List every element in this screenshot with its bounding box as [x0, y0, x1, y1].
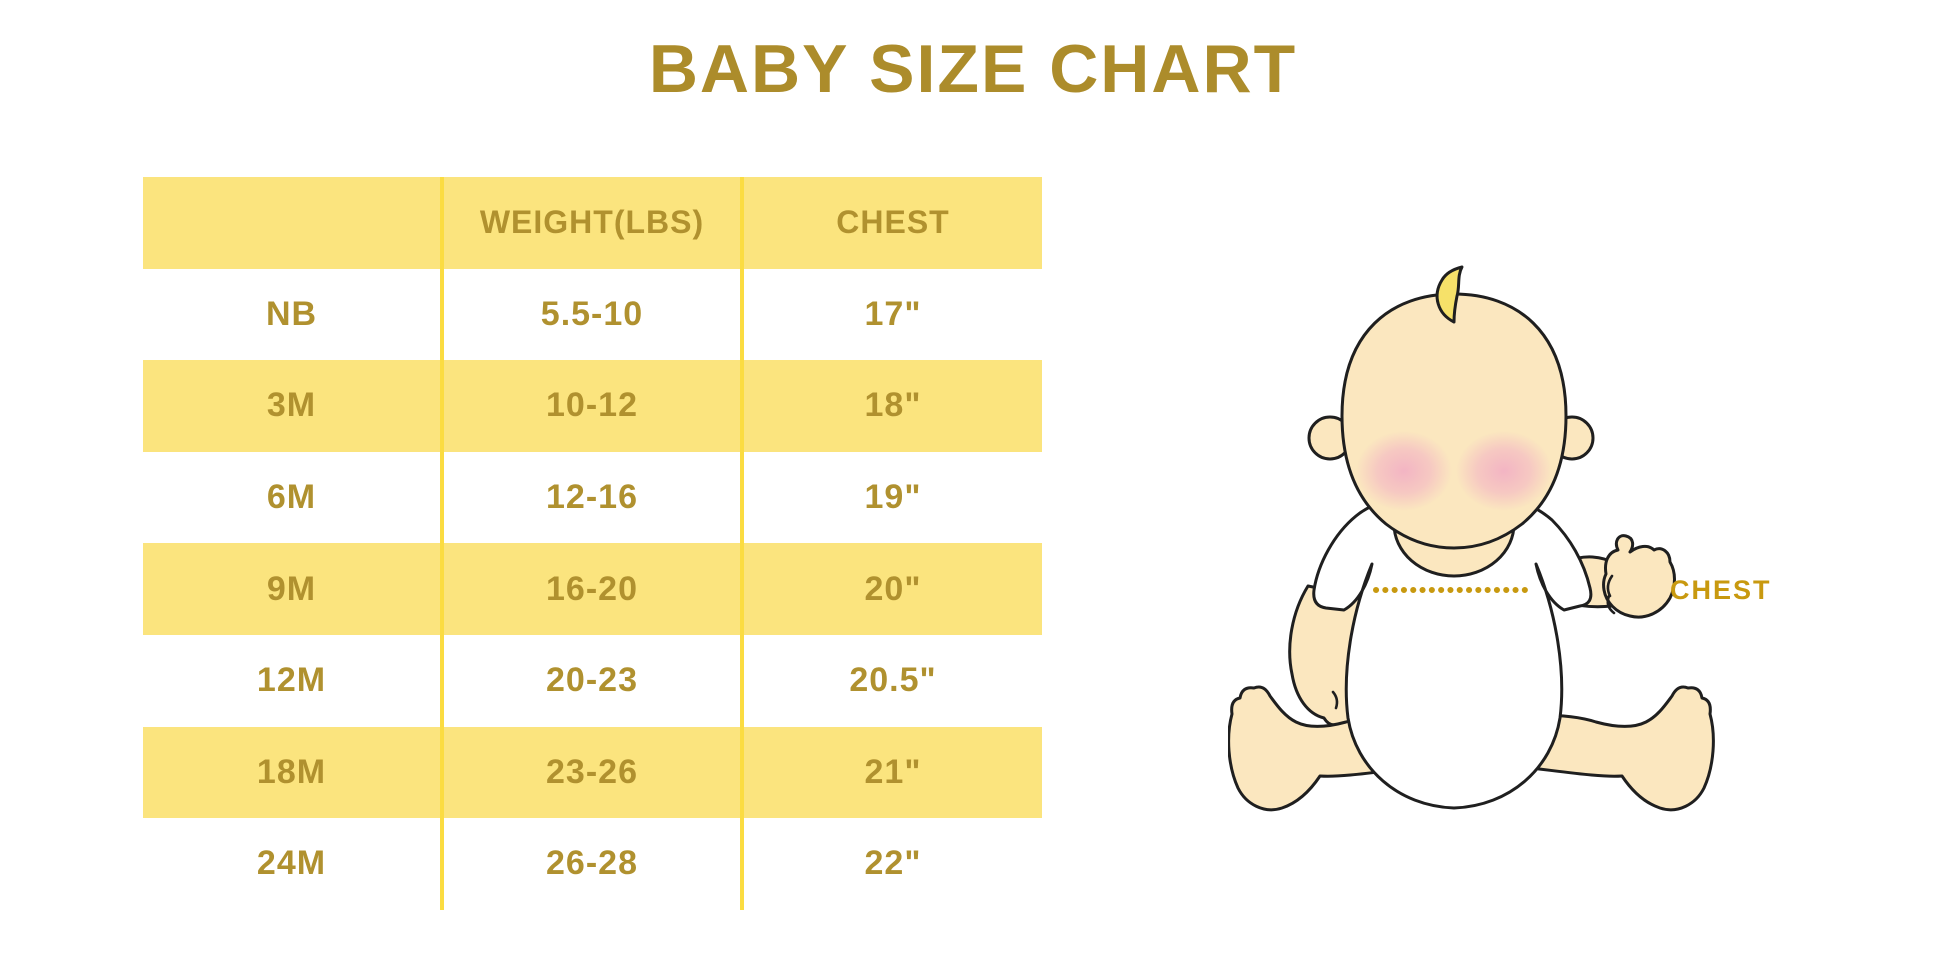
- chest-label: CHEST: [1670, 575, 1772, 605]
- baby-right-cheek: [1456, 431, 1552, 511]
- cell-chest: 22": [740, 818, 1042, 910]
- baby-left-cheek: [1356, 431, 1452, 511]
- cell-size: NB: [265, 294, 318, 333]
- cell-weight: 23-26: [440, 726, 742, 819]
- baby-head: [1340, 292, 1568, 550]
- header-chest: CHEST: [740, 177, 1042, 269]
- baby-hair-curl: [1435, 265, 1464, 324]
- cell-chest: 18": [740, 360, 1042, 452]
- cell-chest: 21": [740, 726, 1042, 819]
- baby-fist: [1602, 534, 1676, 619]
- cell-weight: 10-12: [440, 360, 742, 452]
- table-row: NB 5.5-10 17": [143, 268, 1042, 361]
- cell-size: 3M: [266, 386, 317, 425]
- cell-weight: 26-28: [440, 818, 742, 910]
- table-row: 18M 23-26 21": [143, 726, 1042, 819]
- baby-illustration: CHEST: [1228, 265, 1772, 812]
- header-weight: WEIGHT(LBS): [440, 177, 742, 269]
- table-row: 12M 20-23 20.5": [143, 634, 1042, 727]
- table-row: 9M 16-20 20": [143, 543, 1042, 635]
- header-size: [143, 177, 442, 269]
- cell-size: 6M: [266, 478, 317, 517]
- size-table: WEIGHT(LBS) CHEST NB 5.5-10 17" 3M 10-12 18" 6…: [143, 177, 1042, 910]
- cell-size: 9M: [266, 569, 317, 608]
- cell-chest: 17": [740, 268, 1042, 361]
- cell-size: 24M: [256, 844, 327, 883]
- size-table-head: WEIGHT(LBS) CHEST: [143, 177, 1042, 269]
- table-row: 3M 10-12 18": [143, 360, 1042, 452]
- cell-size: 18M: [256, 752, 327, 791]
- table-header-row: WEIGHT(LBS) CHEST: [143, 177, 1042, 269]
- baby-onesie: [1312, 488, 1593, 810]
- cell-chest: 20.5": [740, 634, 1042, 727]
- cell-weight: 20-23: [440, 634, 742, 727]
- size-table-body: NB 5.5-10 17" 3M 10-12 18" 6M 12-16 19" 9M 16-20 20…: [143, 268, 1042, 910]
- table-row: 6M 12-16 19": [143, 451, 1042, 544]
- page-title: BABY SIZE CHART: [648, 31, 1298, 107]
- cell-weight: 12-16: [440, 451, 742, 544]
- cell-size: 12M: [256, 661, 327, 700]
- cell-weight: 5.5-10: [440, 268, 742, 361]
- cell-chest: 19": [740, 451, 1042, 544]
- table-row: 24M 26-28 22": [143, 818, 1042, 910]
- cell-chest: 20": [740, 543, 1042, 635]
- cell-weight: 16-20: [440, 543, 742, 635]
